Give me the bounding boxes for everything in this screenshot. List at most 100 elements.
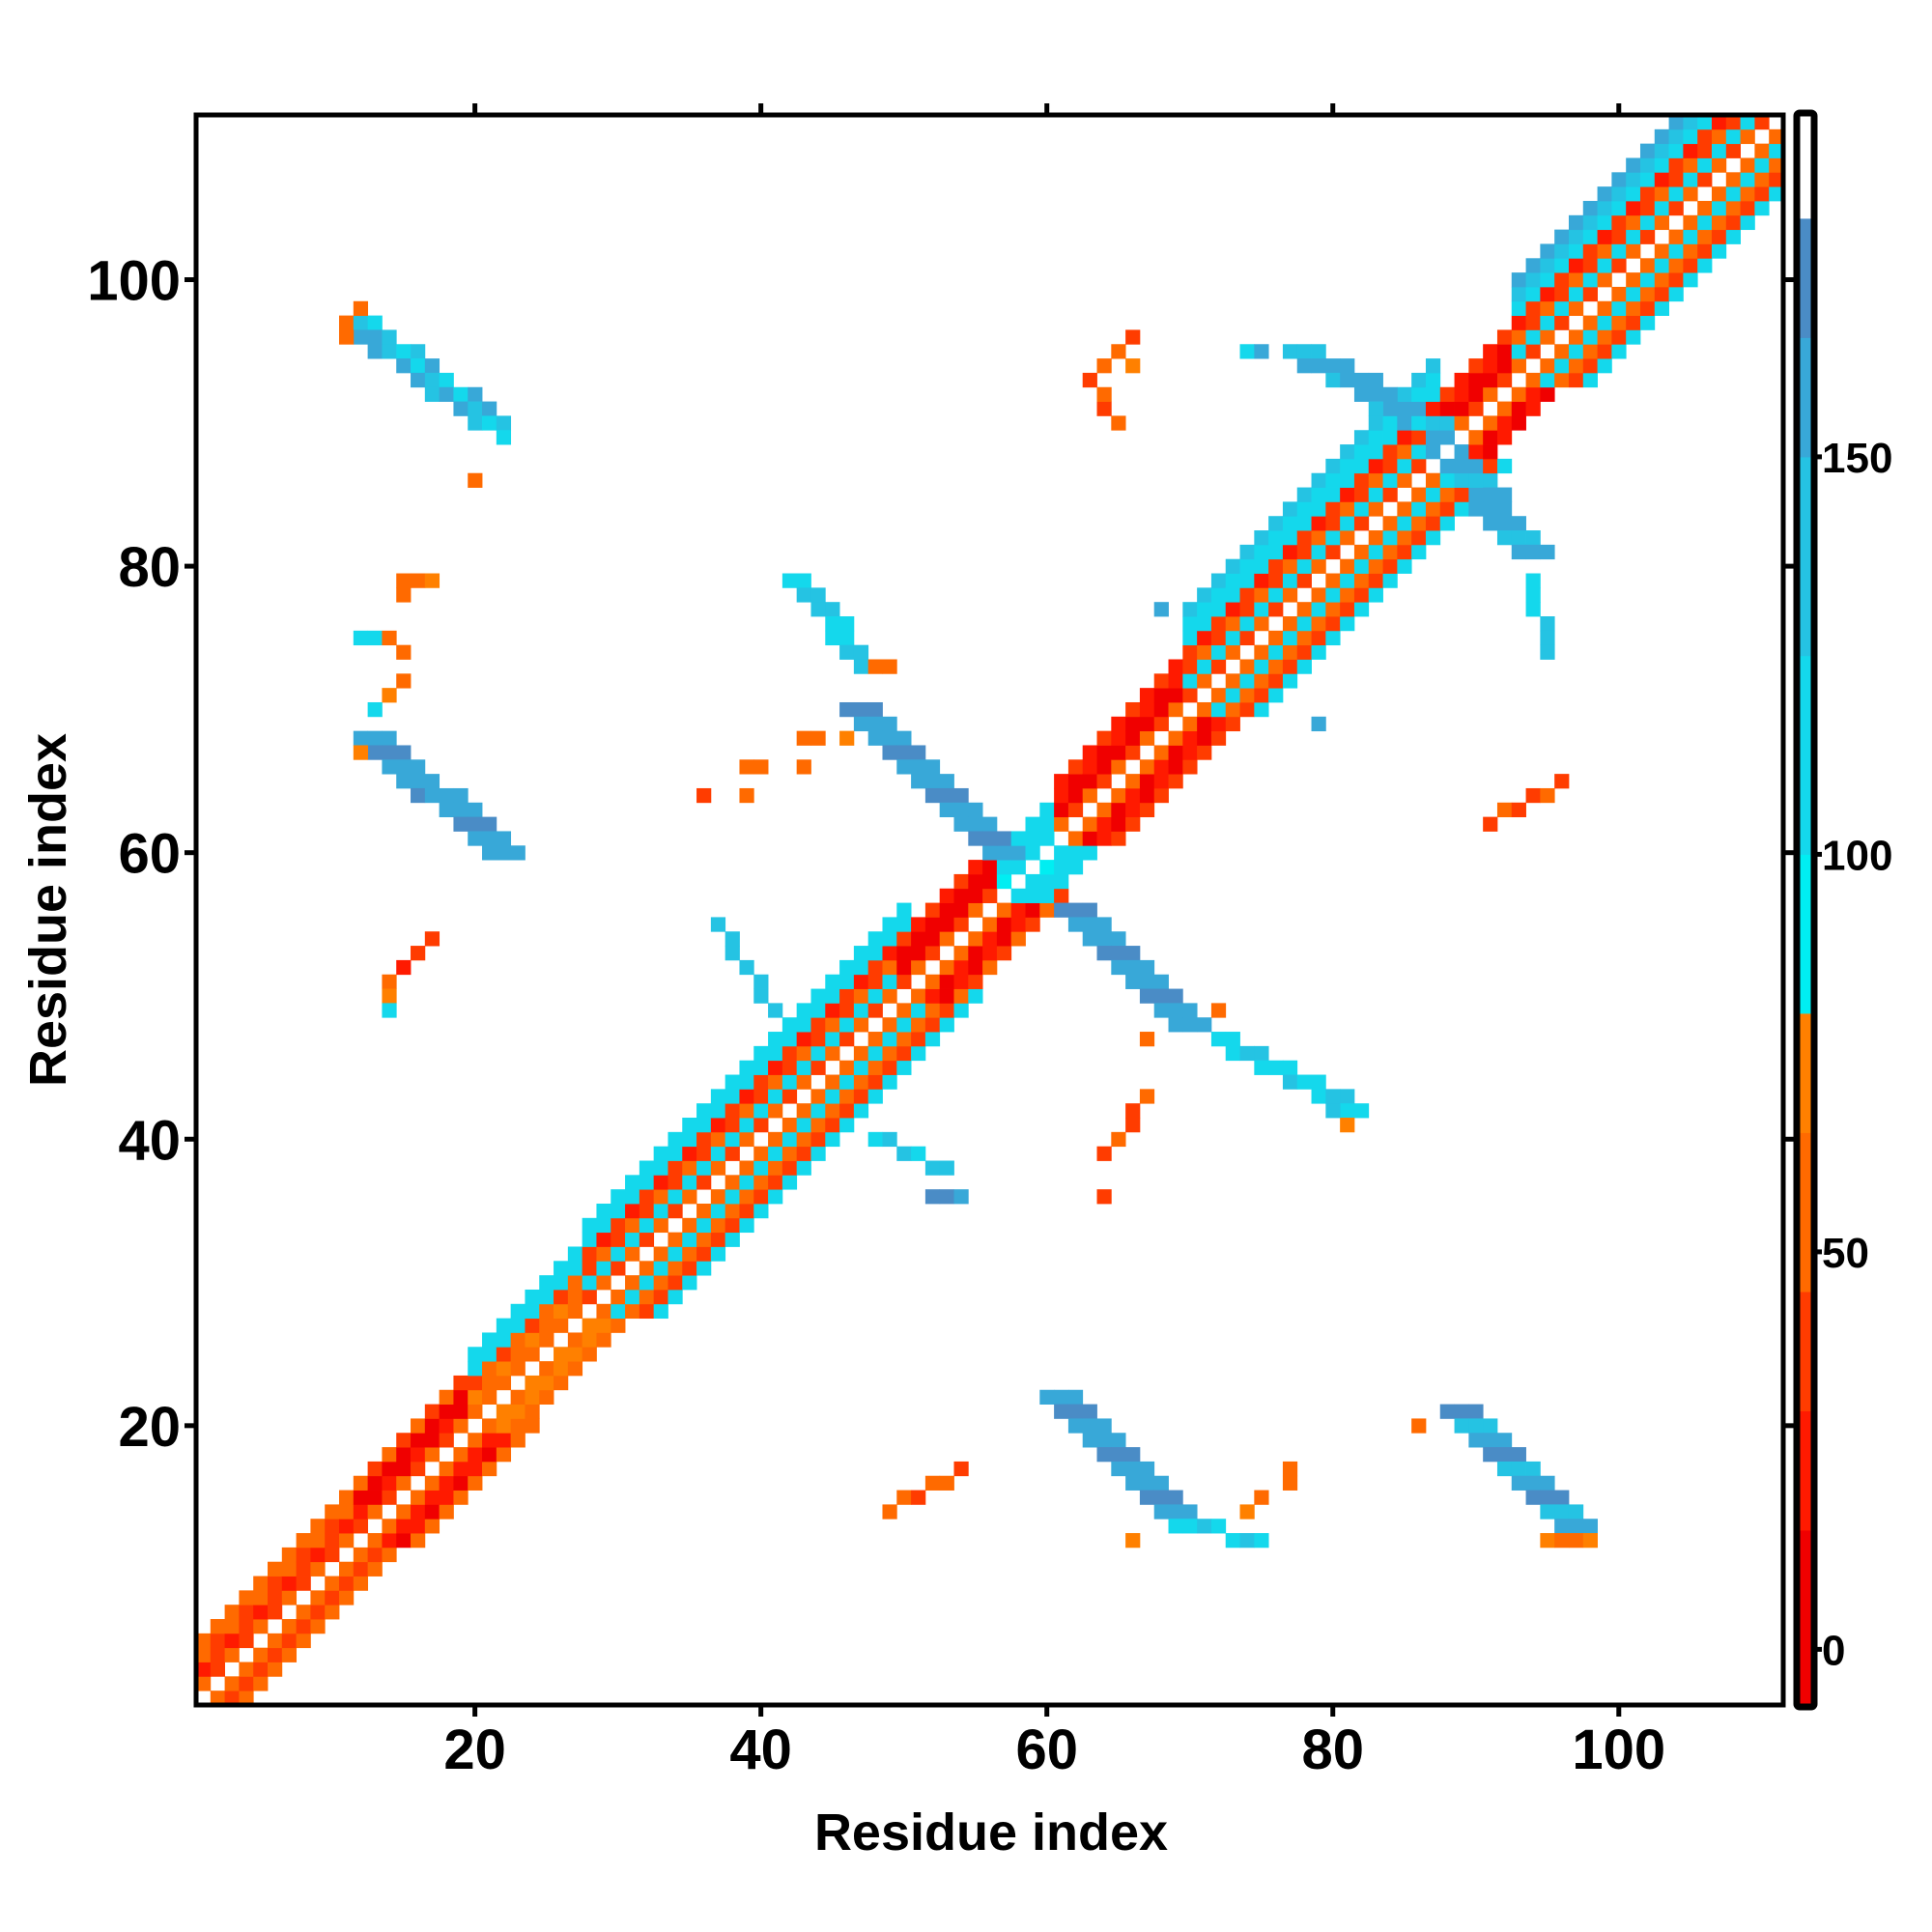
heatmap-cell bbox=[296, 1533, 311, 1548]
heatmap-cell bbox=[482, 1433, 497, 1448]
heatmap-cell bbox=[724, 946, 740, 961]
heatmap-cell bbox=[924, 1475, 941, 1491]
heatmap-cell bbox=[911, 745, 926, 760]
heatmap-cell bbox=[1340, 573, 1355, 588]
heatmap-cell bbox=[1125, 1447, 1141, 1463]
heatmap-cell bbox=[953, 888, 969, 903]
heatmap-cell bbox=[281, 1647, 298, 1662]
heatmap-cell bbox=[1568, 344, 1584, 359]
heatmap-cell bbox=[539, 1289, 554, 1305]
heatmap-cell bbox=[839, 1074, 855, 1090]
heatmap-cell bbox=[468, 472, 483, 488]
heatmap-cell bbox=[1568, 214, 1584, 231]
heatmap-cell bbox=[867, 988, 883, 1004]
heatmap-cell bbox=[1111, 759, 1126, 775]
heatmap-cell bbox=[482, 1461, 497, 1477]
heatmap-cell bbox=[882, 946, 897, 961]
heatmap-cell bbox=[924, 1017, 941, 1033]
heatmap-cell bbox=[582, 1232, 597, 1247]
heatmap-cell bbox=[639, 1275, 655, 1291]
heatmap-cell bbox=[1139, 1475, 1155, 1491]
heatmap-cell bbox=[853, 1074, 869, 1090]
heatmap-cell bbox=[796, 1118, 811, 1133]
heatmap-cell bbox=[1111, 745, 1126, 760]
heatmap-cell bbox=[1111, 816, 1126, 832]
heatmap-cell bbox=[1411, 487, 1427, 502]
heatmap-cell bbox=[496, 1404, 512, 1419]
heatmap-cell bbox=[1325, 516, 1341, 531]
heatmap-cell bbox=[1554, 286, 1570, 302]
heatmap-cell bbox=[482, 1375, 497, 1391]
heatmap-cell bbox=[1554, 229, 1570, 244]
heatmap-cell bbox=[1168, 730, 1183, 746]
heatmap-cell bbox=[496, 1447, 512, 1463]
heatmap-cell bbox=[1454, 1404, 1469, 1419]
heatmap-cell bbox=[1139, 802, 1155, 818]
heatmap-cell bbox=[939, 931, 954, 947]
colorbar-tick-label: 50 bbox=[1822, 1230, 1869, 1277]
heatmap-cell bbox=[1325, 530, 1341, 546]
heatmap-cell bbox=[1067, 831, 1084, 846]
heatmap-cell bbox=[968, 931, 983, 947]
heatmap-cell bbox=[696, 1246, 712, 1262]
heatmap-cell bbox=[510, 1404, 526, 1419]
heatmap-cell bbox=[1411, 430, 1427, 445]
heatmap-cell bbox=[1210, 644, 1227, 660]
heatmap-cell bbox=[724, 1217, 740, 1234]
heatmap-cell bbox=[1296, 558, 1312, 574]
heatmap-cell bbox=[668, 1289, 683, 1305]
heatmap-cell bbox=[1582, 344, 1598, 359]
heatmap-cell bbox=[825, 1045, 840, 1062]
heatmap-cell bbox=[439, 1490, 454, 1505]
heatmap-cell bbox=[1439, 386, 1455, 402]
heatmap-cell bbox=[1639, 200, 1656, 216]
heatmap-cell bbox=[1454, 501, 1469, 517]
heatmap-cell bbox=[1153, 988, 1169, 1004]
heatmap-cell bbox=[1597, 300, 1612, 317]
heatmap-cell bbox=[896, 730, 912, 746]
heatmap-cell bbox=[582, 1217, 597, 1234]
heatmap-cell bbox=[810, 1032, 826, 1047]
heatmap-cell bbox=[781, 1074, 798, 1090]
heatmap-cell bbox=[853, 946, 869, 961]
heatmap-cell bbox=[1683, 115, 1698, 130]
heatmap-cell bbox=[1711, 243, 1727, 259]
heatmap-cell bbox=[1025, 845, 1040, 861]
heatmap-cell bbox=[939, 802, 954, 818]
heatmap-cell bbox=[1496, 501, 1513, 517]
heatmap-cell bbox=[968, 902, 983, 918]
heatmap-cell bbox=[924, 1032, 941, 1047]
heatmap-cell bbox=[382, 1447, 397, 1463]
colorbar-segment bbox=[1799, 1132, 1812, 1293]
heatmap-cell bbox=[939, 988, 954, 1004]
heatmap-cell bbox=[1397, 530, 1412, 546]
heatmap-cell bbox=[453, 802, 469, 818]
heatmap-cell bbox=[1439, 415, 1455, 431]
heatmap-cell bbox=[1568, 229, 1584, 244]
heatmap-cell bbox=[496, 1347, 512, 1362]
heatmap-cell bbox=[1496, 458, 1513, 474]
heatmap-cell bbox=[710, 1232, 726, 1247]
heatmap-cell bbox=[1454, 444, 1469, 460]
heatmap-cell bbox=[1025, 917, 1040, 932]
heatmap-cell bbox=[1368, 573, 1383, 588]
heatmap-cell bbox=[1039, 860, 1055, 875]
heatmap-cell bbox=[810, 1045, 826, 1062]
heatmap-cell bbox=[1296, 530, 1312, 546]
heatmap-cell bbox=[1153, 759, 1169, 775]
heatmap-cell bbox=[796, 1160, 811, 1176]
heatmap-cell bbox=[1425, 386, 1441, 402]
heatmap-cell bbox=[1568, 358, 1584, 374]
heatmap-cell bbox=[996, 831, 1012, 846]
heatmap-cell bbox=[396, 1447, 412, 1463]
heatmap-cell bbox=[1639, 172, 1656, 187]
heatmap-cell bbox=[411, 1533, 426, 1548]
heatmap-cell bbox=[1353, 516, 1370, 531]
heatmap-cell bbox=[968, 873, 983, 890]
heatmap-cell bbox=[1397, 472, 1412, 488]
heatmap-cell bbox=[625, 1232, 640, 1247]
heatmap-cell bbox=[1254, 587, 1269, 603]
heatmap-cell bbox=[310, 1619, 326, 1634]
heatmap-cell bbox=[1096, 1146, 1112, 1161]
heatmap-cell bbox=[253, 1676, 269, 1691]
